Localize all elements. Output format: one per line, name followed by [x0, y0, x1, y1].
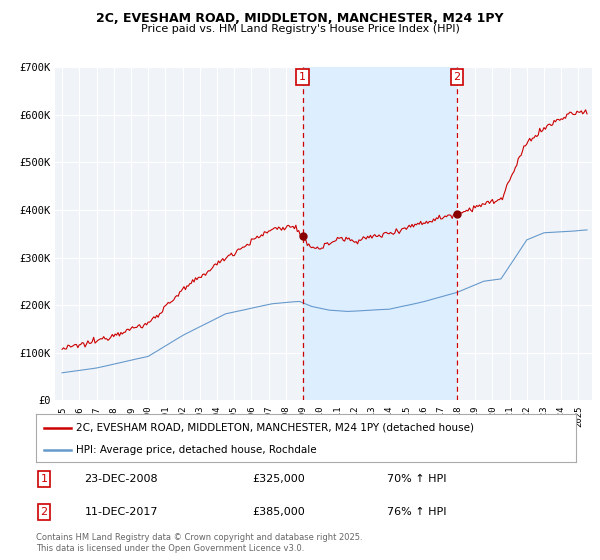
- Text: HPI: Average price, detached house, Rochdale: HPI: Average price, detached house, Roch…: [77, 445, 317, 455]
- Text: Contains HM Land Registry data © Crown copyright and database right 2025.
This d: Contains HM Land Registry data © Crown c…: [36, 533, 362, 553]
- Text: Price paid vs. HM Land Registry's House Price Index (HPI): Price paid vs. HM Land Registry's House …: [140, 24, 460, 34]
- Text: 70% ↑ HPI: 70% ↑ HPI: [387, 474, 446, 484]
- Text: 2: 2: [41, 507, 47, 517]
- Text: 2C, EVESHAM ROAD, MIDDLETON, MANCHESTER, M24 1PY: 2C, EVESHAM ROAD, MIDDLETON, MANCHESTER,…: [96, 12, 504, 25]
- Text: £325,000: £325,000: [252, 474, 305, 484]
- Text: 2: 2: [454, 72, 461, 82]
- Text: 2C, EVESHAM ROAD, MIDDLETON, MANCHESTER, M24 1PY (detached house): 2C, EVESHAM ROAD, MIDDLETON, MANCHESTER,…: [77, 423, 475, 433]
- Text: 11-DEC-2017: 11-DEC-2017: [85, 507, 158, 517]
- Text: £385,000: £385,000: [252, 507, 305, 517]
- Text: 1: 1: [41, 474, 47, 484]
- Text: 76% ↑ HPI: 76% ↑ HPI: [387, 507, 446, 517]
- Text: 1: 1: [299, 72, 306, 82]
- Bar: [303, 67, 457, 400]
- Text: 23-DEC-2008: 23-DEC-2008: [85, 474, 158, 484]
